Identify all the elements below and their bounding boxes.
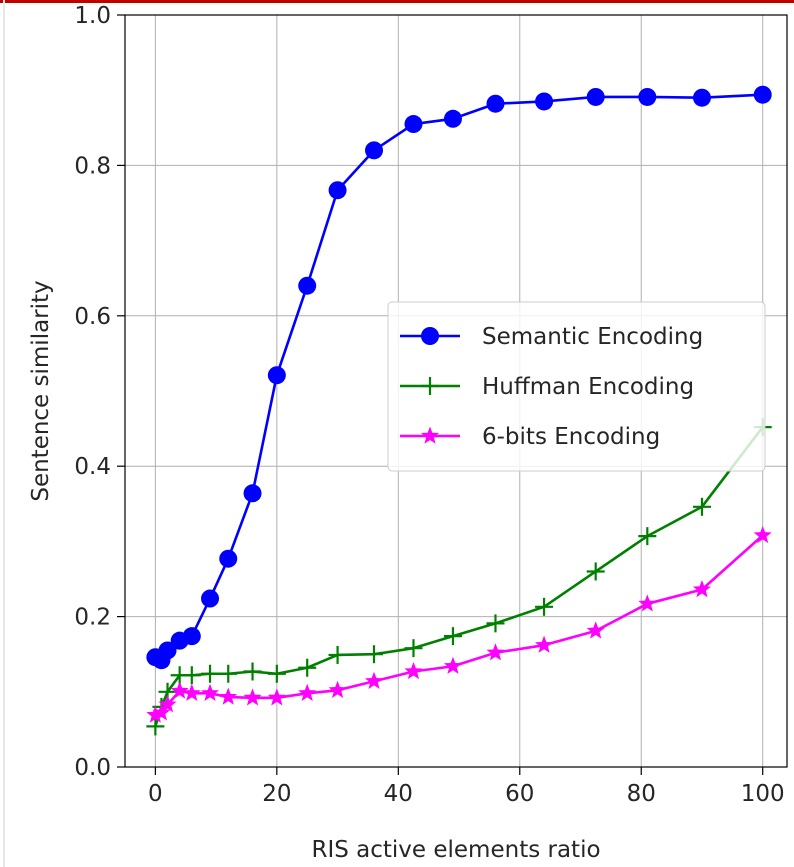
data-point [219,687,238,705]
data-point [365,645,384,664]
x-tick-label: 60 [505,781,534,807]
data-point [364,671,384,689]
legend-entry: Semantic Encoding [400,324,703,350]
legend-marker [421,327,439,345]
legend: Semantic Encoding Huffman Encoding 6-bits … [387,301,766,472]
x-axis-title: RIS active elements ratio [311,837,600,863]
axis-ticks: 0 20 40 60 80 100 0.0 0.2 0.4 0.6 0.8 1.0 [74,3,784,807]
data-point [443,627,462,646]
data-point [146,705,165,723]
data-point [200,683,220,701]
data-point [267,366,286,385]
data-point [201,589,220,608]
data-point [328,680,347,698]
data-point [692,497,711,516]
data-point [638,87,657,106]
legend-marker [421,377,439,395]
data-point [182,666,201,685]
legend-entry: 6-bits Encoding [400,424,660,450]
x-tick-label: 100 [741,781,785,807]
x-tick-label: 0 [148,781,163,807]
data-point [170,681,189,699]
data-point [535,635,554,653]
data-point [146,717,165,736]
data-point [692,88,711,107]
y-tick-label: 0.2 [74,605,111,631]
data-point [219,549,238,568]
data-point [586,87,605,106]
data-point [638,594,657,612]
y-tick-label: 0.6 [74,304,111,330]
data-point [586,562,605,581]
data-point [486,614,505,633]
series-layer [146,85,772,736]
legend-label: Semantic Encoding [482,324,703,350]
data-point [298,276,317,295]
data-point [182,627,201,646]
legend-label: 6-bits Encoding [482,424,660,450]
data-point [267,688,286,706]
data-point [365,141,384,160]
data-point [267,664,286,683]
legend-box [387,301,766,472]
y-axis-title: Sentence similarity [28,280,54,501]
data-point [404,639,423,658]
data-point [692,580,712,598]
data-point [182,683,201,701]
data-point [443,656,462,674]
data-point [586,621,605,639]
x-tick-label: 20 [262,781,291,807]
data-point [201,664,220,683]
y-tick-label: 0.4 [74,454,111,480]
y-tick-label: 0.0 [74,755,111,781]
data-point [753,525,772,544]
data-point [535,597,554,616]
data-point [219,664,238,683]
data-point [486,94,505,113]
series-line [154,426,764,727]
y-tick-label: 0.8 [74,153,111,179]
data-point [243,662,262,681]
data-point [158,695,177,713]
legend-marker [420,426,440,444]
legend-entry: Huffman Encoding [400,374,694,400]
data-point [243,688,262,706]
x-tick-label: 40 [384,781,413,807]
data-point [638,527,657,546]
top-border-rule [0,0,794,3]
data-point [443,109,462,128]
data-point [158,641,177,660]
data-point [298,683,317,701]
data-point [486,643,505,661]
series-line [154,534,764,717]
left-border-rule [3,0,5,867]
data-point [298,658,317,677]
data-point [404,115,423,134]
series-3 [146,525,772,723]
x-tick-label: 80 [627,781,656,807]
data-point [243,484,262,503]
data-point [328,645,347,664]
data-point [535,92,554,111]
series-1 [146,85,772,670]
legend-label: Huffman Encoding [482,374,694,400]
data-point [152,703,171,721]
plot-frame [124,14,788,768]
y-tick-label: 1.0 [74,3,111,29]
data-point [404,662,423,680]
data-point [328,181,347,200]
data-point [753,85,772,104]
